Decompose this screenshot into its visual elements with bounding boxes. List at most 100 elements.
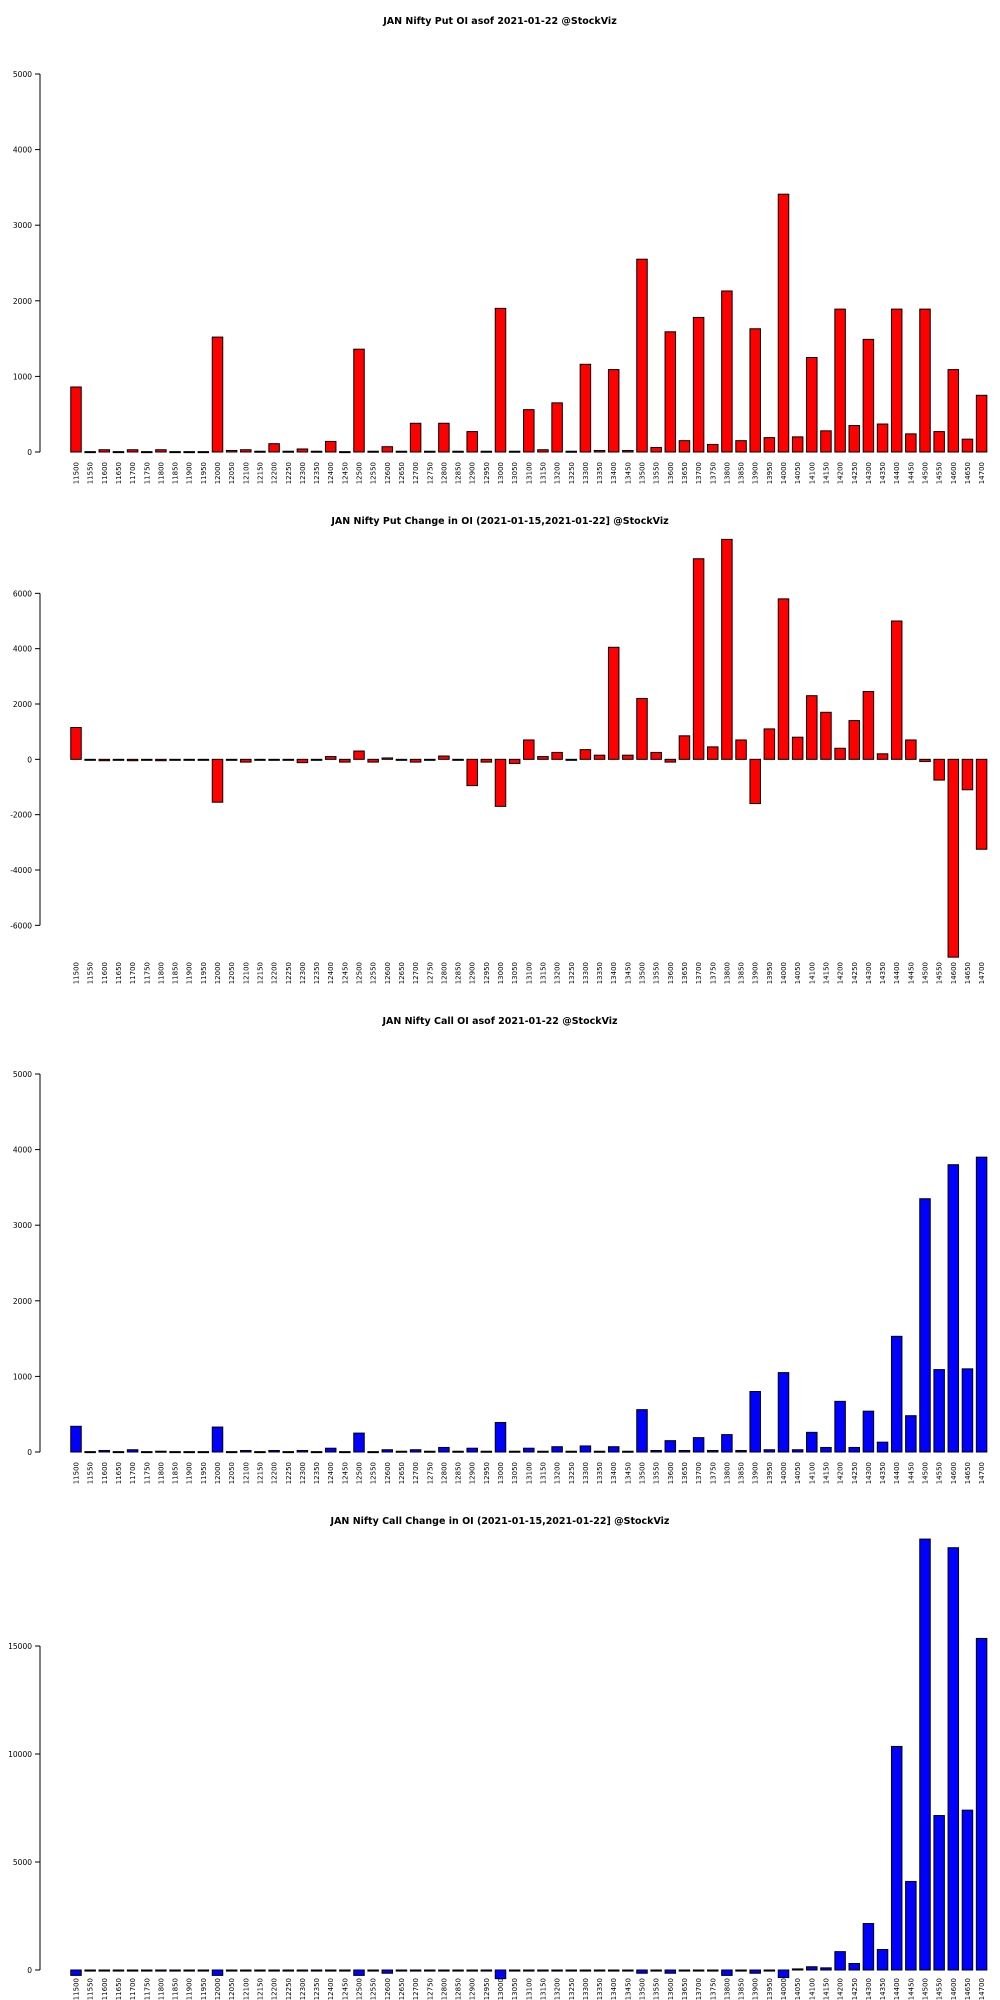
bar-12300 xyxy=(296,1969,309,1972)
bar-12450 xyxy=(339,1451,351,1454)
x-tick-label: 14300 xyxy=(865,462,873,484)
bar-14150 xyxy=(820,1446,832,1453)
bar-12500 xyxy=(353,750,365,760)
x-tick-label: 14150 xyxy=(822,1978,830,2000)
bar-14350 xyxy=(876,753,889,760)
x-tick-label: 13550 xyxy=(653,962,661,984)
bar-14250 xyxy=(848,720,860,760)
bar-14000 xyxy=(777,598,790,760)
bar-11750 xyxy=(141,1451,153,1454)
x-tick-label: 13200 xyxy=(554,1462,562,1484)
x-tick-label: 12250 xyxy=(285,962,293,984)
x-tick-label: 13900 xyxy=(752,1462,760,1484)
bar-14550 xyxy=(933,1815,945,1971)
bar-11650 xyxy=(112,1969,125,1972)
x-tick-label: 12350 xyxy=(313,1978,321,2000)
x-tick-label: 14050 xyxy=(794,1978,802,2000)
bar-13350 xyxy=(593,449,606,453)
x-tick-label: 12950 xyxy=(483,1978,491,2000)
x-tick-label: 12500 xyxy=(356,962,364,984)
bar-13250 xyxy=(565,1450,577,1453)
x-tick-label: 12300 xyxy=(299,1462,307,1484)
bar-13950 xyxy=(763,1969,776,1972)
bar-12500 xyxy=(353,348,365,453)
bar-12800 xyxy=(438,1446,450,1453)
bar-11800 xyxy=(155,1450,167,1453)
bar-14300 xyxy=(862,691,875,760)
x-tick-label: 12750 xyxy=(426,1978,434,2000)
chart-panel-4: JAN Nifty Call Change in OI (2021-01-15,… xyxy=(8,1516,988,2000)
y-tick-label: 0 xyxy=(27,1966,32,1975)
x-tick-label: 11550 xyxy=(87,1462,95,1484)
x-tick-label: 13350 xyxy=(596,1978,604,2000)
x-tick-label: 11900 xyxy=(186,962,194,984)
x-tick-label: 13200 xyxy=(554,962,562,984)
bar-12550 xyxy=(367,1451,379,1454)
bar-14550 xyxy=(933,758,945,781)
bar-12350 xyxy=(310,758,323,761)
bar-11600 xyxy=(98,1449,111,1453)
x-tick-label: 14150 xyxy=(822,462,830,484)
bar-13450 xyxy=(622,754,634,760)
bar-12050 xyxy=(225,1451,238,1454)
x-tick-label: 14550 xyxy=(936,962,944,984)
bar-12750 xyxy=(424,1969,436,1972)
x-tick-label: 14200 xyxy=(837,1978,845,2000)
x-tick-label: 12900 xyxy=(469,1978,477,2000)
x-tick-label: 14550 xyxy=(936,1462,944,1484)
bar-14100 xyxy=(806,357,818,453)
x-tick-label: 14350 xyxy=(879,1462,887,1484)
y-tick-label: 3000 xyxy=(13,221,32,230)
bar-13100 xyxy=(523,1447,535,1453)
bar-12700 xyxy=(409,1969,422,1972)
bar-14450 xyxy=(905,1880,917,1971)
bar-14200 xyxy=(834,1951,846,1971)
x-tick-label: 12000 xyxy=(214,462,222,484)
x-tick-label: 13400 xyxy=(610,1462,618,1484)
x-tick-label: 14350 xyxy=(879,962,887,984)
x-tick-label: 13550 xyxy=(653,1462,661,1484)
x-tick-label: 11600 xyxy=(101,1462,109,1484)
bar-11500 xyxy=(70,727,82,760)
x-tick-label: 12350 xyxy=(313,962,321,984)
bar-11900 xyxy=(183,451,195,454)
bar-12850 xyxy=(452,758,464,761)
x-tick-label: 11600 xyxy=(101,1978,109,2000)
bar-13050 xyxy=(508,1969,521,1972)
x-tick-label: 14600 xyxy=(950,1462,958,1484)
x-tick-label: 13150 xyxy=(539,1462,547,1484)
bar-11700 xyxy=(126,758,139,762)
x-tick-label: 13300 xyxy=(582,962,590,984)
chart-title: JAN Nifty Call OI asof 2021-01-22 @Stock… xyxy=(381,1016,618,1027)
x-tick-label: 13900 xyxy=(752,1978,760,2000)
y-tick-label: 0 xyxy=(27,448,32,457)
x-tick-label: 13000 xyxy=(497,462,505,484)
x-tick-label: 13150 xyxy=(539,462,547,484)
x-tick-label: 12650 xyxy=(398,962,406,984)
x-tick-label: 14250 xyxy=(851,962,859,984)
chart-panel-1: JAN Nifty Put OI asof 2021-01-22 @StockV… xyxy=(13,16,988,484)
bar-12350 xyxy=(310,1451,323,1454)
y-tick-label: 0 xyxy=(27,1448,32,1457)
x-tick-label: 12700 xyxy=(412,462,420,484)
x-tick-label: 11700 xyxy=(129,1462,137,1484)
bar-13850 xyxy=(735,1449,747,1453)
x-tick-label: 12650 xyxy=(398,1462,406,1484)
bar-14650 xyxy=(961,438,974,453)
bar-13850 xyxy=(735,440,747,453)
bar-12900 xyxy=(466,1447,478,1453)
bar-12550 xyxy=(367,758,379,763)
x-tick-label: 12900 xyxy=(469,462,477,484)
x-tick-label: 12900 xyxy=(469,962,477,984)
bar-12800 xyxy=(438,422,450,453)
bar-11850 xyxy=(169,758,181,761)
x-tick-label: 12050 xyxy=(228,462,236,484)
x-tick-label: 11700 xyxy=(129,462,137,484)
chart-title: JAN Nifty Call Change in OI (2021-01-15,… xyxy=(330,1516,670,1527)
x-tick-label: 13750 xyxy=(709,462,717,484)
y-tick-label: 3000 xyxy=(13,1221,32,1230)
x-tick-label: 12750 xyxy=(426,462,434,484)
x-tick-label: 12150 xyxy=(256,462,264,484)
x-tick-label: 12450 xyxy=(341,962,349,984)
bar-12050 xyxy=(225,758,238,761)
